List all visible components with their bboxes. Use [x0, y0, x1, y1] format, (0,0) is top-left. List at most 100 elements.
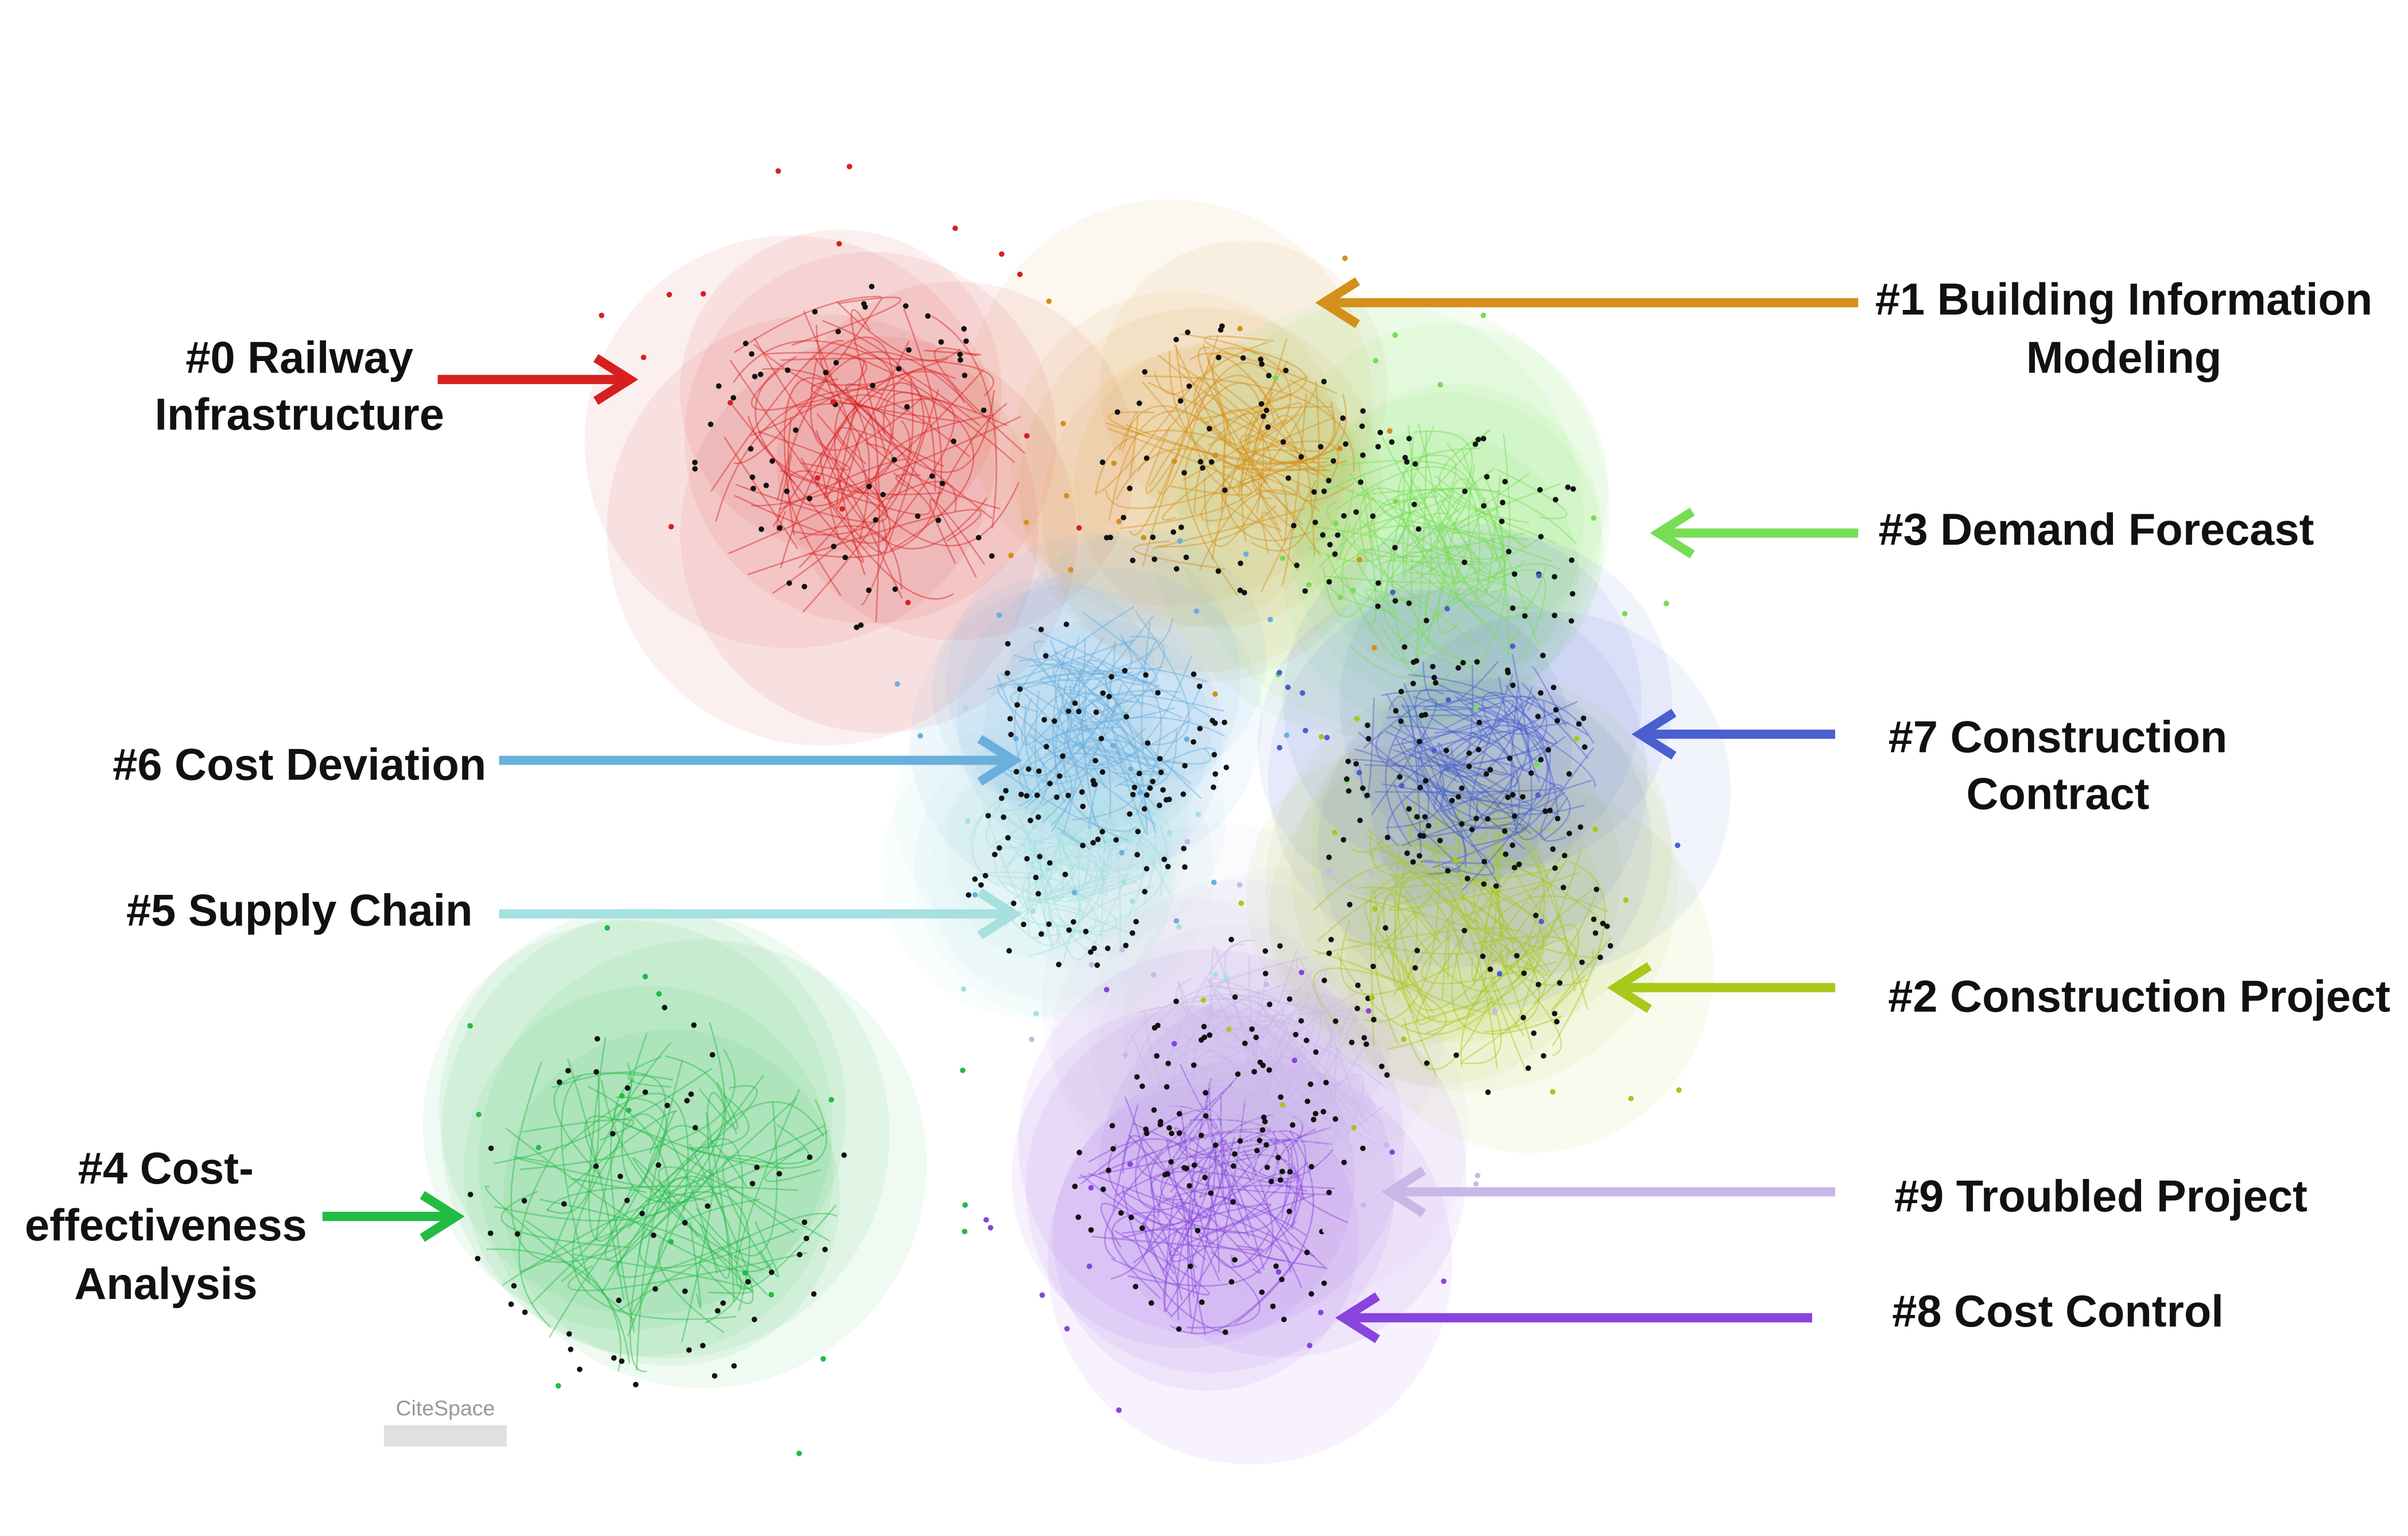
- node: [1182, 864, 1188, 870]
- cluster-edge: [1402, 794, 1495, 876]
- node: [1306, 1343, 1313, 1348]
- cluster-edge: [1073, 885, 1153, 939]
- node: [801, 1219, 808, 1225]
- cluster-label: Infrastructure: [155, 390, 444, 440]
- node: [866, 587, 872, 594]
- node: [1593, 886, 1600, 893]
- cluster-edge: [1479, 695, 1535, 744]
- cluster-edge: [724, 437, 798, 549]
- node: [1142, 369, 1148, 375]
- cluster-edge: [1393, 807, 1510, 996]
- node: [1212, 1142, 1219, 1148]
- cluster-edge: [1192, 991, 1327, 1138]
- node: [1198, 1132, 1204, 1138]
- cluster-edge: [1047, 863, 1138, 937]
- node: [1258, 356, 1264, 362]
- node: [743, 340, 749, 347]
- cluster-edge: [1238, 1009, 1302, 1126]
- cluster-edge: [1177, 1203, 1307, 1320]
- node: [1533, 913, 1539, 918]
- cluster-edge: [1363, 682, 1548, 767]
- node: [1318, 1309, 1324, 1316]
- node: [983, 1217, 989, 1223]
- cluster-edge: [1094, 375, 1200, 494]
- cluster-edge: [1348, 643, 1428, 678]
- cluster-edge: [1348, 894, 1516, 944]
- node: [1158, 769, 1164, 775]
- node: [1576, 721, 1582, 727]
- cluster-edge: [1148, 382, 1326, 472]
- cluster-edge: [753, 338, 1020, 547]
- cluster-edge: [1049, 638, 1086, 686]
- cluster-edge: [1197, 1111, 1292, 1151]
- node: [1298, 969, 1305, 975]
- cluster-edge: [1121, 1147, 1293, 1234]
- cluster-edge: [1191, 1114, 1274, 1336]
- cluster-edge: [747, 509, 982, 576]
- cluster-edge: [1381, 436, 1483, 607]
- node: [1383, 1142, 1389, 1148]
- cluster-label: Modeling: [2026, 333, 2221, 383]
- node: [1017, 686, 1023, 692]
- node: [1109, 1123, 1115, 1128]
- node: [1421, 833, 1426, 839]
- node: [1191, 671, 1197, 677]
- cluster-halo: [983, 619, 1212, 848]
- node: [1195, 1227, 1201, 1234]
- node: [1110, 1146, 1116, 1152]
- cluster-edge: [1028, 663, 1148, 836]
- node: [870, 382, 876, 389]
- node: [610, 1131, 616, 1137]
- node: [1554, 717, 1560, 724]
- cluster-edge: [1184, 406, 1332, 597]
- cluster-edge: [1045, 801, 1152, 847]
- cluster-halo: [478, 940, 927, 1388]
- node: [1045, 866, 1050, 872]
- cluster-label: #7 Construction: [1889, 712, 2228, 762]
- cluster-edge: [1111, 1211, 1161, 1300]
- node: [1552, 573, 1557, 580]
- node: [1279, 555, 1286, 561]
- node: [1398, 688, 1404, 695]
- node: [775, 168, 781, 174]
- cluster-edge: [1392, 790, 1420, 990]
- node: [1131, 784, 1138, 790]
- node: [996, 845, 1002, 851]
- cluster-edge: [1135, 1131, 1219, 1211]
- cluster-edge: [1461, 720, 1551, 891]
- node: [487, 1230, 494, 1236]
- node: [1600, 921, 1606, 926]
- cluster-edge: [1252, 1064, 1336, 1188]
- cluster-halo: [439, 907, 847, 1315]
- node: [939, 480, 945, 487]
- cluster-edge: [1107, 428, 1253, 496]
- node: [488, 1145, 494, 1151]
- node: [1137, 400, 1142, 406]
- cluster-edge: [1186, 1077, 1212, 1319]
- node: [1142, 889, 1148, 895]
- node: [1287, 1169, 1293, 1175]
- cluster-edge: [1244, 386, 1300, 444]
- cluster-edge: [1259, 948, 1298, 1039]
- node: [1445, 697, 1452, 703]
- node: [1331, 458, 1336, 464]
- cluster-edge: [883, 391, 1015, 463]
- node: [1466, 750, 1472, 757]
- cluster-edge: [1434, 731, 1521, 836]
- node: [686, 1347, 692, 1353]
- node: [1123, 942, 1129, 949]
- node: [1264, 1164, 1270, 1170]
- node: [1052, 718, 1057, 724]
- node: [1444, 606, 1450, 612]
- node: [1387, 428, 1393, 434]
- node: [1375, 444, 1381, 449]
- cluster-edge: [1345, 805, 1504, 955]
- cluster-edge: [1433, 736, 1566, 812]
- cluster-edge: [1446, 443, 1506, 668]
- cluster-edge: [1199, 489, 1320, 570]
- cluster-edge: [1137, 1151, 1236, 1201]
- cluster-edge: [627, 1056, 672, 1088]
- cluster-edge: [1385, 717, 1508, 776]
- cluster-edge: [1220, 416, 1336, 530]
- cluster-edge: [1471, 825, 1589, 1010]
